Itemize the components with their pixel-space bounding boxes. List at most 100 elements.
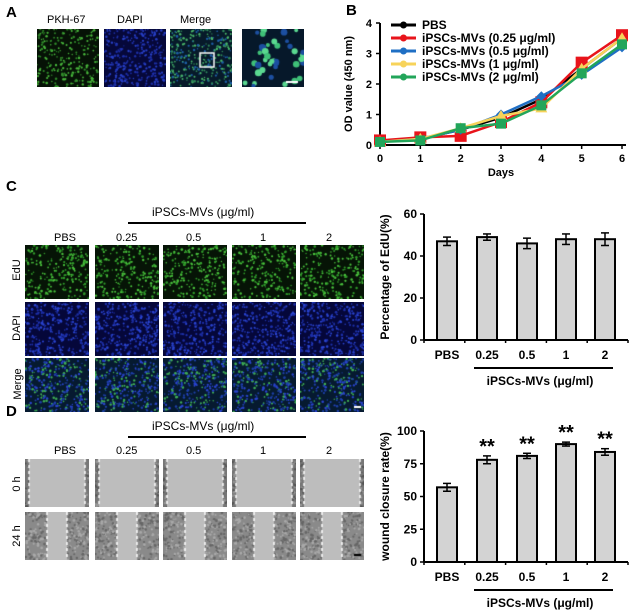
micrograph-pkh67 (37, 29, 99, 87)
legend-label: iPSCs-MVs (2 μg/ml) (422, 70, 539, 84)
col-label: 2 (326, 445, 333, 457)
col-label: 0.5 (186, 445, 202, 457)
edu-image (300, 245, 364, 299)
x-tick-label: 1 (563, 570, 570, 584)
scratch-image (95, 459, 159, 507)
edu-image (163, 302, 227, 356)
legend-marker (400, 34, 407, 42)
panel-label-c: C (6, 178, 17, 195)
bar (594, 238, 616, 341)
bar (436, 240, 458, 341)
y-tick-label: 40 (404, 249, 418, 263)
panel-label-d: D (6, 403, 17, 420)
edu-image (163, 358, 227, 412)
x-tick-label: 1 (563, 348, 570, 362)
x-tick-label: 2 (602, 570, 609, 584)
y-axis-label: wound closure rate(%) (378, 432, 392, 562)
legend-label: iPSCs-MVs (0.25 μg/ml) (422, 31, 555, 45)
y-tick-label: 20 (404, 291, 418, 305)
bar (555, 443, 577, 564)
edu-image (25, 245, 89, 299)
edu-image (232, 358, 296, 412)
scratch-image (25, 512, 89, 560)
y-tick-label: 4 (366, 18, 373, 30)
legend-marker (400, 21, 407, 29)
y-tick-label: 100 (397, 424, 417, 438)
micrograph-merge-zoom (242, 29, 304, 87)
x-tick-label: 0.5 (519, 348, 536, 362)
scratch-image (300, 459, 364, 507)
y-tick-label: 0 (410, 333, 417, 347)
edu-image (232, 245, 296, 299)
legend-marker (400, 47, 407, 55)
y-axis-label: OD value (450 nm) (343, 36, 355, 132)
x-tick-label: 2 (458, 153, 464, 165)
x-tick-label: 3 (498, 153, 504, 165)
y-tick-label: 2 (366, 79, 372, 91)
micrograph-dapi (104, 29, 166, 87)
y-tick-label: 75 (404, 457, 418, 471)
group-line-d (128, 436, 306, 438)
col-label: 0.5 (186, 232, 202, 244)
x-tick-label: PBS (435, 570, 460, 584)
bar (476, 236, 498, 342)
x-tick-label: 0.25 (475, 348, 499, 362)
scratch-image (232, 512, 296, 560)
col-label: PBS (54, 232, 77, 244)
edu-image (300, 358, 364, 412)
data-point (536, 100, 547, 111)
edu-image (95, 358, 159, 412)
group-line-c (128, 222, 306, 224)
group-label-c: iPSCs-MVs (μg/ml) (152, 205, 255, 219)
legend-label: iPSCs-MVs (1 μg/ml) (422, 57, 539, 71)
x-tick-label: 0.5 (519, 570, 536, 584)
significance-label: ** (519, 433, 535, 455)
x-tick-label: 4 (538, 153, 545, 165)
edu-image (300, 302, 364, 356)
micrograph-merge (170, 29, 232, 87)
col-label: 1 (260, 445, 267, 457)
significance-label: ** (558, 422, 574, 444)
x-tick-label: 2 (602, 348, 609, 362)
y-tick-label: 3 (366, 49, 372, 61)
bar (436, 486, 458, 563)
y-axis-label: Percentage of EdU(%) (378, 214, 392, 339)
label-dapi: DAPI (117, 14, 143, 26)
bar (516, 242, 538, 341)
legend-label: iPSCs-MVs (0.5 μg/ml) (422, 44, 549, 58)
scratch-image (163, 459, 227, 507)
y-tick-label: 50 (404, 490, 418, 504)
panel-label-a: A (6, 4, 17, 21)
bar (516, 454, 538, 564)
x-axis-label: Days (488, 167, 514, 179)
y-tick-label: 1 (366, 110, 372, 122)
edu-image (25, 358, 89, 412)
x-tick-label: 0.25 (475, 570, 499, 584)
panel-label-b: B (346, 2, 357, 19)
data-point (576, 68, 587, 79)
edu-image (163, 245, 227, 299)
legend-marker (400, 60, 407, 68)
edu-image (25, 302, 89, 356)
significance-label: ** (479, 436, 495, 458)
col-label: 0.25 (116, 232, 138, 244)
edu-image (232, 302, 296, 356)
data-point (415, 135, 426, 146)
bar (555, 238, 577, 341)
scratch-image (95, 512, 159, 560)
x-axis-label: iPSCs-MVs (μg/ml) (487, 596, 594, 610)
data-point (375, 136, 385, 147)
bar (594, 450, 616, 563)
label-pkh67: PKH-67 (47, 14, 86, 26)
edu-image (95, 302, 159, 356)
data-point (455, 123, 466, 134)
data-point (617, 39, 627, 50)
edu-image (95, 245, 159, 299)
x-tick-label: 1 (417, 153, 423, 165)
y-tick-label: 0 (410, 555, 417, 569)
significance-label: ** (597, 429, 613, 451)
scratch-image (300, 512, 364, 560)
x-tick-label: PBS (435, 348, 460, 362)
